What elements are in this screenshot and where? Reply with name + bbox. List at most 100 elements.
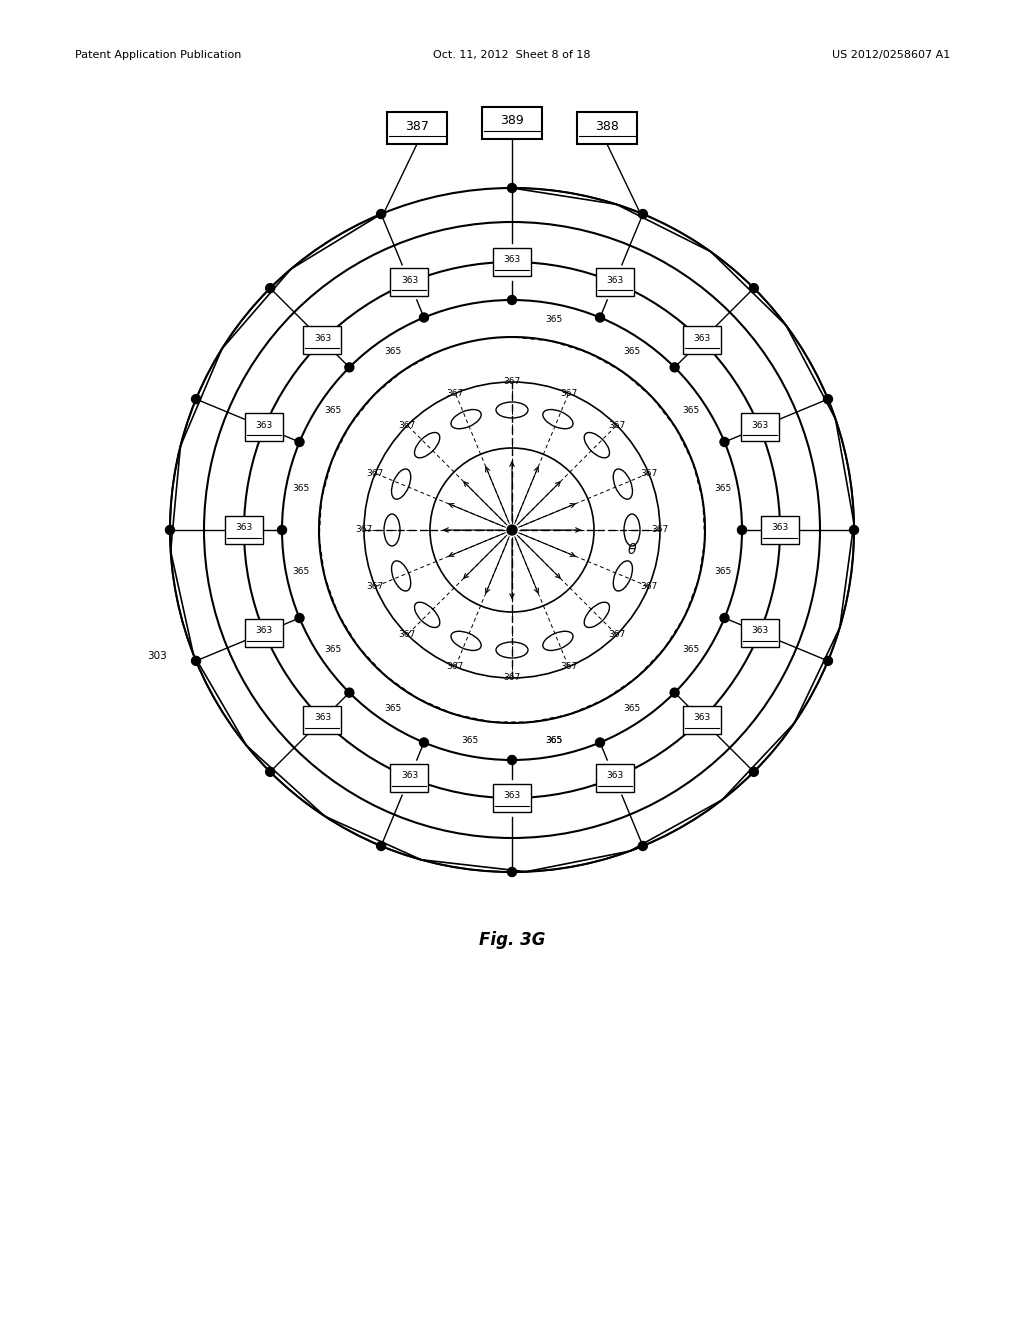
- Bar: [387, 112, 447, 144]
- Text: 365: 365: [384, 705, 401, 713]
- Circle shape: [377, 841, 386, 850]
- Text: 363: 363: [693, 713, 710, 722]
- Circle shape: [191, 656, 201, 665]
- Circle shape: [638, 210, 647, 219]
- Circle shape: [377, 210, 386, 219]
- Circle shape: [420, 738, 428, 747]
- Text: US 2012/0258607 A1: US 2012/0258607 A1: [831, 50, 950, 59]
- Text: 365: 365: [682, 407, 699, 414]
- Text: 367: 367: [398, 630, 416, 639]
- Text: 365: 365: [715, 483, 731, 492]
- Circle shape: [670, 688, 679, 697]
- Circle shape: [737, 525, 746, 535]
- Bar: [303, 705, 341, 734]
- Text: 365: 365: [546, 737, 562, 746]
- Circle shape: [295, 437, 304, 446]
- Text: 365: 365: [462, 737, 478, 746]
- Bar: [390, 268, 428, 297]
- Circle shape: [638, 841, 647, 850]
- Bar: [225, 516, 263, 544]
- Text: 363: 363: [751, 421, 768, 430]
- Text: 367: 367: [446, 663, 464, 672]
- Text: 363: 363: [606, 771, 624, 780]
- Circle shape: [823, 656, 833, 665]
- Circle shape: [596, 738, 604, 747]
- Circle shape: [750, 767, 759, 776]
- Circle shape: [596, 313, 604, 322]
- Bar: [493, 784, 531, 812]
- Text: 367: 367: [608, 630, 626, 639]
- Bar: [596, 268, 634, 297]
- Text: 367: 367: [355, 525, 373, 535]
- Text: 367: 367: [651, 525, 669, 535]
- Text: 367: 367: [446, 389, 464, 397]
- Bar: [683, 326, 721, 355]
- Circle shape: [345, 363, 354, 372]
- Text: 363: 363: [256, 626, 273, 635]
- Bar: [246, 413, 284, 441]
- Bar: [246, 619, 284, 647]
- Text: 367: 367: [367, 582, 384, 591]
- Circle shape: [850, 525, 858, 535]
- Text: Oct. 11, 2012  Sheet 8 of 18: Oct. 11, 2012 Sheet 8 of 18: [433, 50, 591, 59]
- Text: 303: 303: [147, 651, 167, 660]
- Circle shape: [345, 688, 354, 697]
- Circle shape: [507, 525, 517, 535]
- Text: 365: 365: [293, 483, 309, 492]
- Bar: [577, 112, 637, 144]
- Text: 363: 363: [400, 771, 418, 780]
- Text: 363: 363: [236, 524, 253, 532]
- Text: 365: 365: [715, 568, 731, 577]
- Text: Patent Application Publication: Patent Application Publication: [75, 50, 242, 59]
- Text: 365: 365: [682, 645, 699, 653]
- Text: 367: 367: [504, 673, 520, 682]
- Circle shape: [670, 363, 679, 372]
- Circle shape: [720, 437, 729, 446]
- Text: 388: 388: [595, 120, 618, 132]
- Text: 363: 363: [256, 421, 273, 430]
- Text: Fig. 3G: Fig. 3G: [479, 931, 545, 949]
- Bar: [493, 248, 531, 276]
- Circle shape: [278, 525, 287, 535]
- Bar: [761, 516, 799, 544]
- Text: 365: 365: [546, 314, 562, 323]
- Text: 363: 363: [606, 276, 624, 285]
- Text: 365: 365: [384, 347, 401, 355]
- Text: 363: 363: [314, 334, 331, 343]
- Text: 367: 367: [640, 582, 657, 591]
- Circle shape: [508, 755, 516, 764]
- Text: 387: 387: [406, 120, 429, 132]
- Bar: [740, 413, 778, 441]
- Text: 367: 367: [398, 421, 416, 430]
- Circle shape: [295, 614, 304, 623]
- Text: $\theta$: $\theta$: [627, 543, 637, 557]
- Text: 389: 389: [500, 115, 524, 128]
- Text: 363: 363: [314, 713, 331, 722]
- Text: 365: 365: [325, 407, 342, 414]
- Text: 367: 367: [367, 469, 384, 478]
- Text: 367: 367: [608, 421, 626, 430]
- Text: 367: 367: [560, 663, 578, 672]
- Bar: [740, 619, 778, 647]
- Text: 365: 365: [293, 568, 309, 577]
- Text: 367: 367: [560, 389, 578, 397]
- Circle shape: [166, 525, 174, 535]
- Text: 363: 363: [504, 256, 520, 264]
- Bar: [390, 763, 428, 792]
- Bar: [303, 326, 341, 355]
- Text: 367: 367: [504, 378, 520, 387]
- Text: 363: 363: [504, 792, 520, 800]
- Circle shape: [265, 767, 274, 776]
- Circle shape: [720, 614, 729, 623]
- Text: 365: 365: [623, 705, 640, 713]
- Text: 365: 365: [546, 737, 562, 746]
- Circle shape: [265, 284, 274, 293]
- Circle shape: [191, 395, 201, 404]
- Text: 363: 363: [771, 524, 788, 532]
- Circle shape: [508, 296, 516, 305]
- Text: 363: 363: [693, 334, 710, 343]
- Circle shape: [508, 867, 516, 876]
- Circle shape: [420, 313, 428, 322]
- Bar: [683, 705, 721, 734]
- Text: 365: 365: [623, 347, 640, 355]
